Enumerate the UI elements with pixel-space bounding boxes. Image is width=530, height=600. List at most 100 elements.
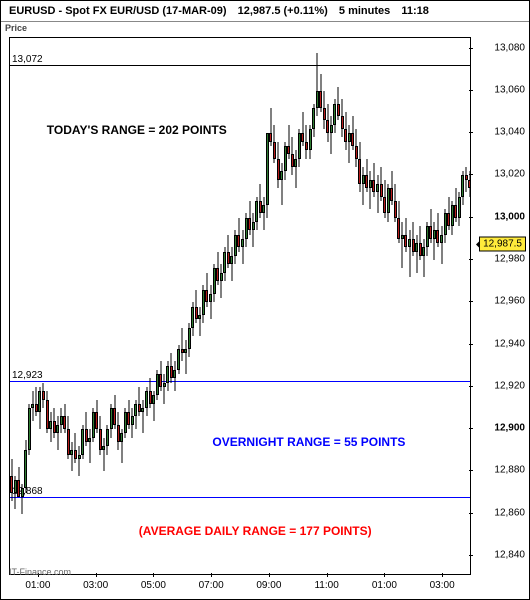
candle bbox=[78, 38, 81, 556]
candle bbox=[316, 38, 319, 556]
candle bbox=[280, 38, 283, 556]
candle bbox=[216, 38, 219, 556]
candle bbox=[120, 38, 123, 556]
candle bbox=[184, 38, 187, 556]
candle bbox=[287, 38, 290, 556]
candle bbox=[440, 38, 443, 556]
candle bbox=[330, 38, 333, 556]
candle bbox=[205, 38, 208, 556]
candle bbox=[291, 38, 294, 556]
candle bbox=[348, 38, 351, 556]
candle bbox=[237, 38, 240, 556]
candle bbox=[67, 38, 70, 556]
candle bbox=[351, 38, 354, 556]
candle bbox=[312, 38, 315, 556]
candle bbox=[284, 38, 287, 556]
candle bbox=[380, 38, 383, 556]
candle bbox=[99, 38, 102, 556]
chart-header: EURUSD - Spot FX EUR/USD (17-MAR-09) 12,… bbox=[1, 1, 529, 22]
y-tick-label: 13,040 bbox=[494, 127, 525, 138]
chart-container: EURUSD - Spot FX EUR/USD (17-MAR-09) 12,… bbox=[0, 0, 530, 600]
y-tick-label: 12,860 bbox=[494, 507, 525, 518]
candle bbox=[344, 38, 347, 556]
candle bbox=[319, 38, 322, 556]
candle bbox=[436, 38, 439, 556]
y-tick-label: 12,940 bbox=[494, 338, 525, 349]
plot-region[interactable]: 13,07212,92312,868TODAY'S RANGE = 202 PO… bbox=[9, 37, 471, 575]
candle bbox=[262, 38, 265, 556]
y-tick-label: 13,080 bbox=[494, 42, 525, 53]
candle bbox=[81, 38, 84, 556]
chart-area[interactable]: 13,07212,92312,868TODAY'S RANGE = 202 PO… bbox=[9, 37, 471, 575]
candle bbox=[28, 38, 31, 556]
candle bbox=[412, 38, 415, 556]
candle bbox=[10, 38, 13, 556]
candle bbox=[415, 38, 418, 556]
candle bbox=[358, 38, 361, 556]
candle bbox=[74, 38, 77, 556]
chart-annotation: OVERNIGHT RANGE = 55 POINTS bbox=[212, 435, 405, 449]
candle bbox=[323, 38, 326, 556]
candle bbox=[333, 38, 336, 556]
candle bbox=[53, 38, 56, 556]
candle bbox=[38, 38, 41, 556]
candle bbox=[465, 38, 468, 556]
candle bbox=[234, 38, 237, 556]
candle bbox=[447, 38, 450, 556]
candle bbox=[152, 38, 155, 556]
candle bbox=[404, 38, 407, 556]
candle bbox=[134, 38, 137, 556]
footer-attribution: IT-Finance.com bbox=[9, 567, 71, 577]
candle bbox=[230, 38, 233, 556]
candle bbox=[181, 38, 184, 556]
candle bbox=[341, 38, 344, 556]
candle bbox=[376, 38, 379, 556]
y-tick-label: 12,980 bbox=[494, 254, 525, 265]
candle bbox=[138, 38, 141, 556]
candle bbox=[429, 38, 432, 556]
interval-label: 5 minutes bbox=[339, 5, 390, 17]
candle bbox=[269, 38, 272, 556]
candle bbox=[227, 38, 230, 556]
candle bbox=[394, 38, 397, 556]
candle bbox=[14, 38, 17, 556]
y-tick-label: 13,020 bbox=[494, 169, 525, 180]
candle bbox=[195, 38, 198, 556]
candle bbox=[35, 38, 38, 556]
candle bbox=[294, 38, 297, 556]
candle bbox=[159, 38, 162, 556]
y-tick-label: 12,960 bbox=[494, 296, 525, 307]
candle bbox=[24, 38, 27, 556]
candle bbox=[454, 38, 457, 556]
candle bbox=[383, 38, 386, 556]
candle bbox=[131, 38, 134, 556]
candle bbox=[117, 38, 120, 556]
x-axis: 01:0003:0005:0007:0009:0011:0001:0003:00 bbox=[9, 575, 471, 595]
candle bbox=[141, 38, 144, 556]
candle bbox=[49, 38, 52, 556]
candle bbox=[46, 38, 49, 556]
candle bbox=[408, 38, 411, 556]
candle bbox=[202, 38, 205, 556]
x-tick-label: 03:00 bbox=[83, 580, 108, 591]
candle bbox=[397, 38, 400, 556]
candle bbox=[426, 38, 429, 556]
candle bbox=[85, 38, 88, 556]
candle bbox=[326, 38, 329, 556]
y-tick-label: 12,880 bbox=[494, 465, 525, 476]
candle bbox=[156, 38, 159, 556]
candle bbox=[173, 38, 176, 556]
candle bbox=[166, 38, 169, 556]
candle bbox=[163, 38, 166, 556]
x-tick-label: 05:00 bbox=[141, 580, 166, 591]
price-label: 12,987.5 (+0.11%) bbox=[238, 5, 328, 17]
y-tick-label: 13,000 bbox=[494, 211, 525, 222]
time-label: 11:18 bbox=[401, 5, 429, 17]
candle bbox=[106, 38, 109, 556]
candle bbox=[127, 38, 130, 556]
y-tick-label: 12,920 bbox=[494, 380, 525, 391]
candle bbox=[248, 38, 251, 556]
candle bbox=[372, 38, 375, 556]
candle bbox=[188, 38, 191, 556]
candle bbox=[387, 38, 390, 556]
